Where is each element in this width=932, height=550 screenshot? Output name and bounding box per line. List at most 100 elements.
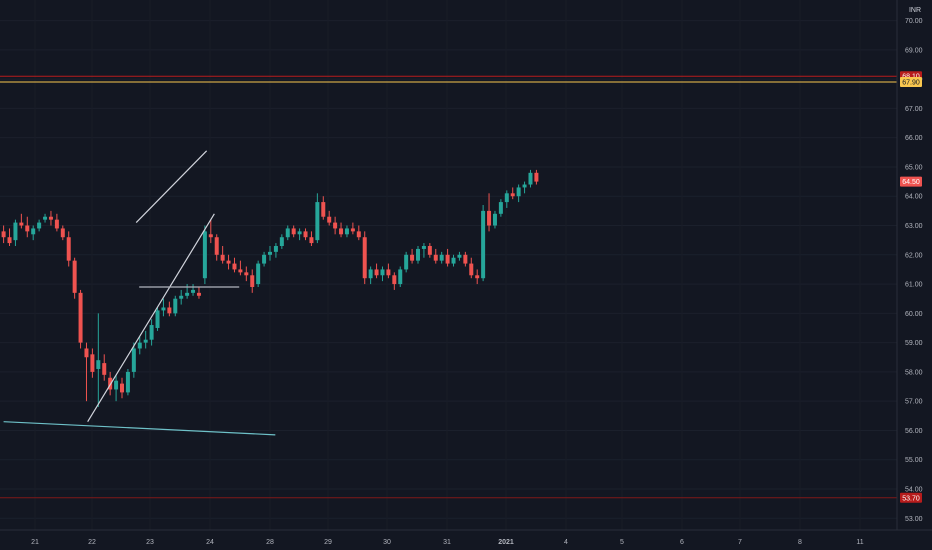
candle-body [392, 275, 397, 285]
y-tick-label: 58.00 [905, 369, 923, 376]
candle-body [256, 263, 261, 285]
candle-body [214, 237, 219, 255]
candle-body [528, 172, 533, 185]
candle-body [25, 225, 30, 232]
y-axis-ticks: 53.00 54.00 55.00 56.00 57.00 58.00 59.00 60.00… [905, 18, 923, 523]
candle-body [386, 269, 391, 276]
y-tick-label: 59.00 [905, 340, 923, 347]
candle-body [504, 193, 509, 203]
candle-body [72, 260, 77, 293]
candle-body [321, 202, 326, 217]
price-badge-label: 67.90 [902, 80, 920, 87]
x-tick-label: 8 [798, 539, 802, 546]
y-tick-label: 66.00 [905, 135, 923, 142]
candle-body [279, 237, 284, 247]
candle-body [149, 325, 154, 340]
x-tick-label: 22 [88, 539, 96, 546]
candle-body [179, 295, 184, 299]
candle-body [19, 222, 24, 226]
candle-body [125, 371, 130, 393]
price-badge [900, 492, 922, 503]
candle-body [273, 246, 278, 252]
candle-body [439, 254, 444, 261]
y-tick-label: 55.00 [905, 457, 923, 464]
candle-body [137, 342, 142, 349]
candle-body [350, 228, 355, 232]
trendline-base-line[interactable] [3, 421, 276, 436]
candle-body [54, 219, 59, 229]
price-axis[interactable] [897, 0, 932, 530]
candle-body [481, 210, 486, 279]
y-tick-label: 70.00 [905, 18, 923, 25]
candle-body [167, 307, 172, 314]
candle-body [398, 269, 403, 285]
candle-body [457, 254, 462, 258]
x-tick-label: 30 [383, 539, 391, 546]
trendline-channel-top[interactable] [135, 150, 208, 224]
candle-body [303, 231, 308, 238]
y-tick-label: 61.00 [905, 282, 923, 289]
candle-body [84, 348, 89, 358]
candle-body [1, 231, 6, 238]
candles [1, 169, 539, 408]
candle-body [445, 254, 450, 264]
y-tick-label: 63.00 [905, 223, 923, 230]
candle-body [131, 348, 136, 372]
candle-body [315, 202, 320, 241]
candle-body [291, 228, 296, 235]
candle-body [173, 298, 178, 314]
time-axis[interactable] [0, 530, 932, 550]
candle-body [344, 228, 349, 235]
x-axis-ticks: 21 22 23 24 28 29 30 31 2021 4 5 6 7 8 11 [31, 539, 864, 546]
y-tick-label: 65.00 [905, 164, 923, 171]
candle-body [202, 231, 207, 279]
trendline-channel-bottom[interactable] [87, 213, 215, 422]
y-tick-label: 56.00 [905, 428, 923, 435]
candle-body [143, 339, 148, 343]
candle-body [487, 210, 492, 226]
candle-body [114, 380, 119, 390]
candle-body [238, 269, 243, 273]
candle-body [463, 254, 468, 264]
candle-body [161, 307, 166, 311]
candle-body [78, 292, 83, 343]
candle-body [48, 216, 53, 220]
x-tick-label: 11 [856, 539, 863, 546]
x-tick-label: 29 [324, 539, 332, 546]
candle-body [534, 172, 539, 182]
y-tick-label: 67.00 [905, 106, 923, 113]
candle-body [492, 213, 497, 226]
candle-body [13, 222, 18, 241]
candle-body [155, 310, 160, 328]
y-tick-label: 64.00 [905, 194, 923, 201]
candle-body [510, 193, 515, 197]
candle-body [7, 237, 12, 244]
candle-body [522, 184, 527, 188]
trendlines [3, 150, 276, 436]
candle-body [327, 216, 332, 223]
horizontal-levels [0, 75, 897, 499]
y-tick-label: 57.00 [905, 399, 923, 406]
candle-body [185, 292, 190, 296]
candle-body [356, 231, 361, 238]
candle-body [380, 269, 385, 276]
x-tick-label: 24 [206, 539, 214, 546]
candle-body [262, 254, 267, 264]
candle-body [404, 254, 409, 270]
candle-body [475, 275, 480, 279]
candle-body [368, 269, 373, 279]
candle-body [90, 354, 95, 372]
x-tick-label: 2021 [498, 539, 514, 546]
x-tick-label: 31 [443, 539, 451, 546]
x-tick-label: 6 [680, 539, 684, 546]
candle-body [96, 360, 101, 369]
x-tick-label: 21 [31, 539, 39, 546]
candle-body [250, 275, 255, 287]
candle-body [196, 292, 201, 296]
y-tick-label: 60.00 [905, 311, 923, 318]
price-badge-label: 53.70 [902, 495, 920, 502]
candle-body [220, 254, 225, 261]
candle-body [31, 228, 36, 235]
